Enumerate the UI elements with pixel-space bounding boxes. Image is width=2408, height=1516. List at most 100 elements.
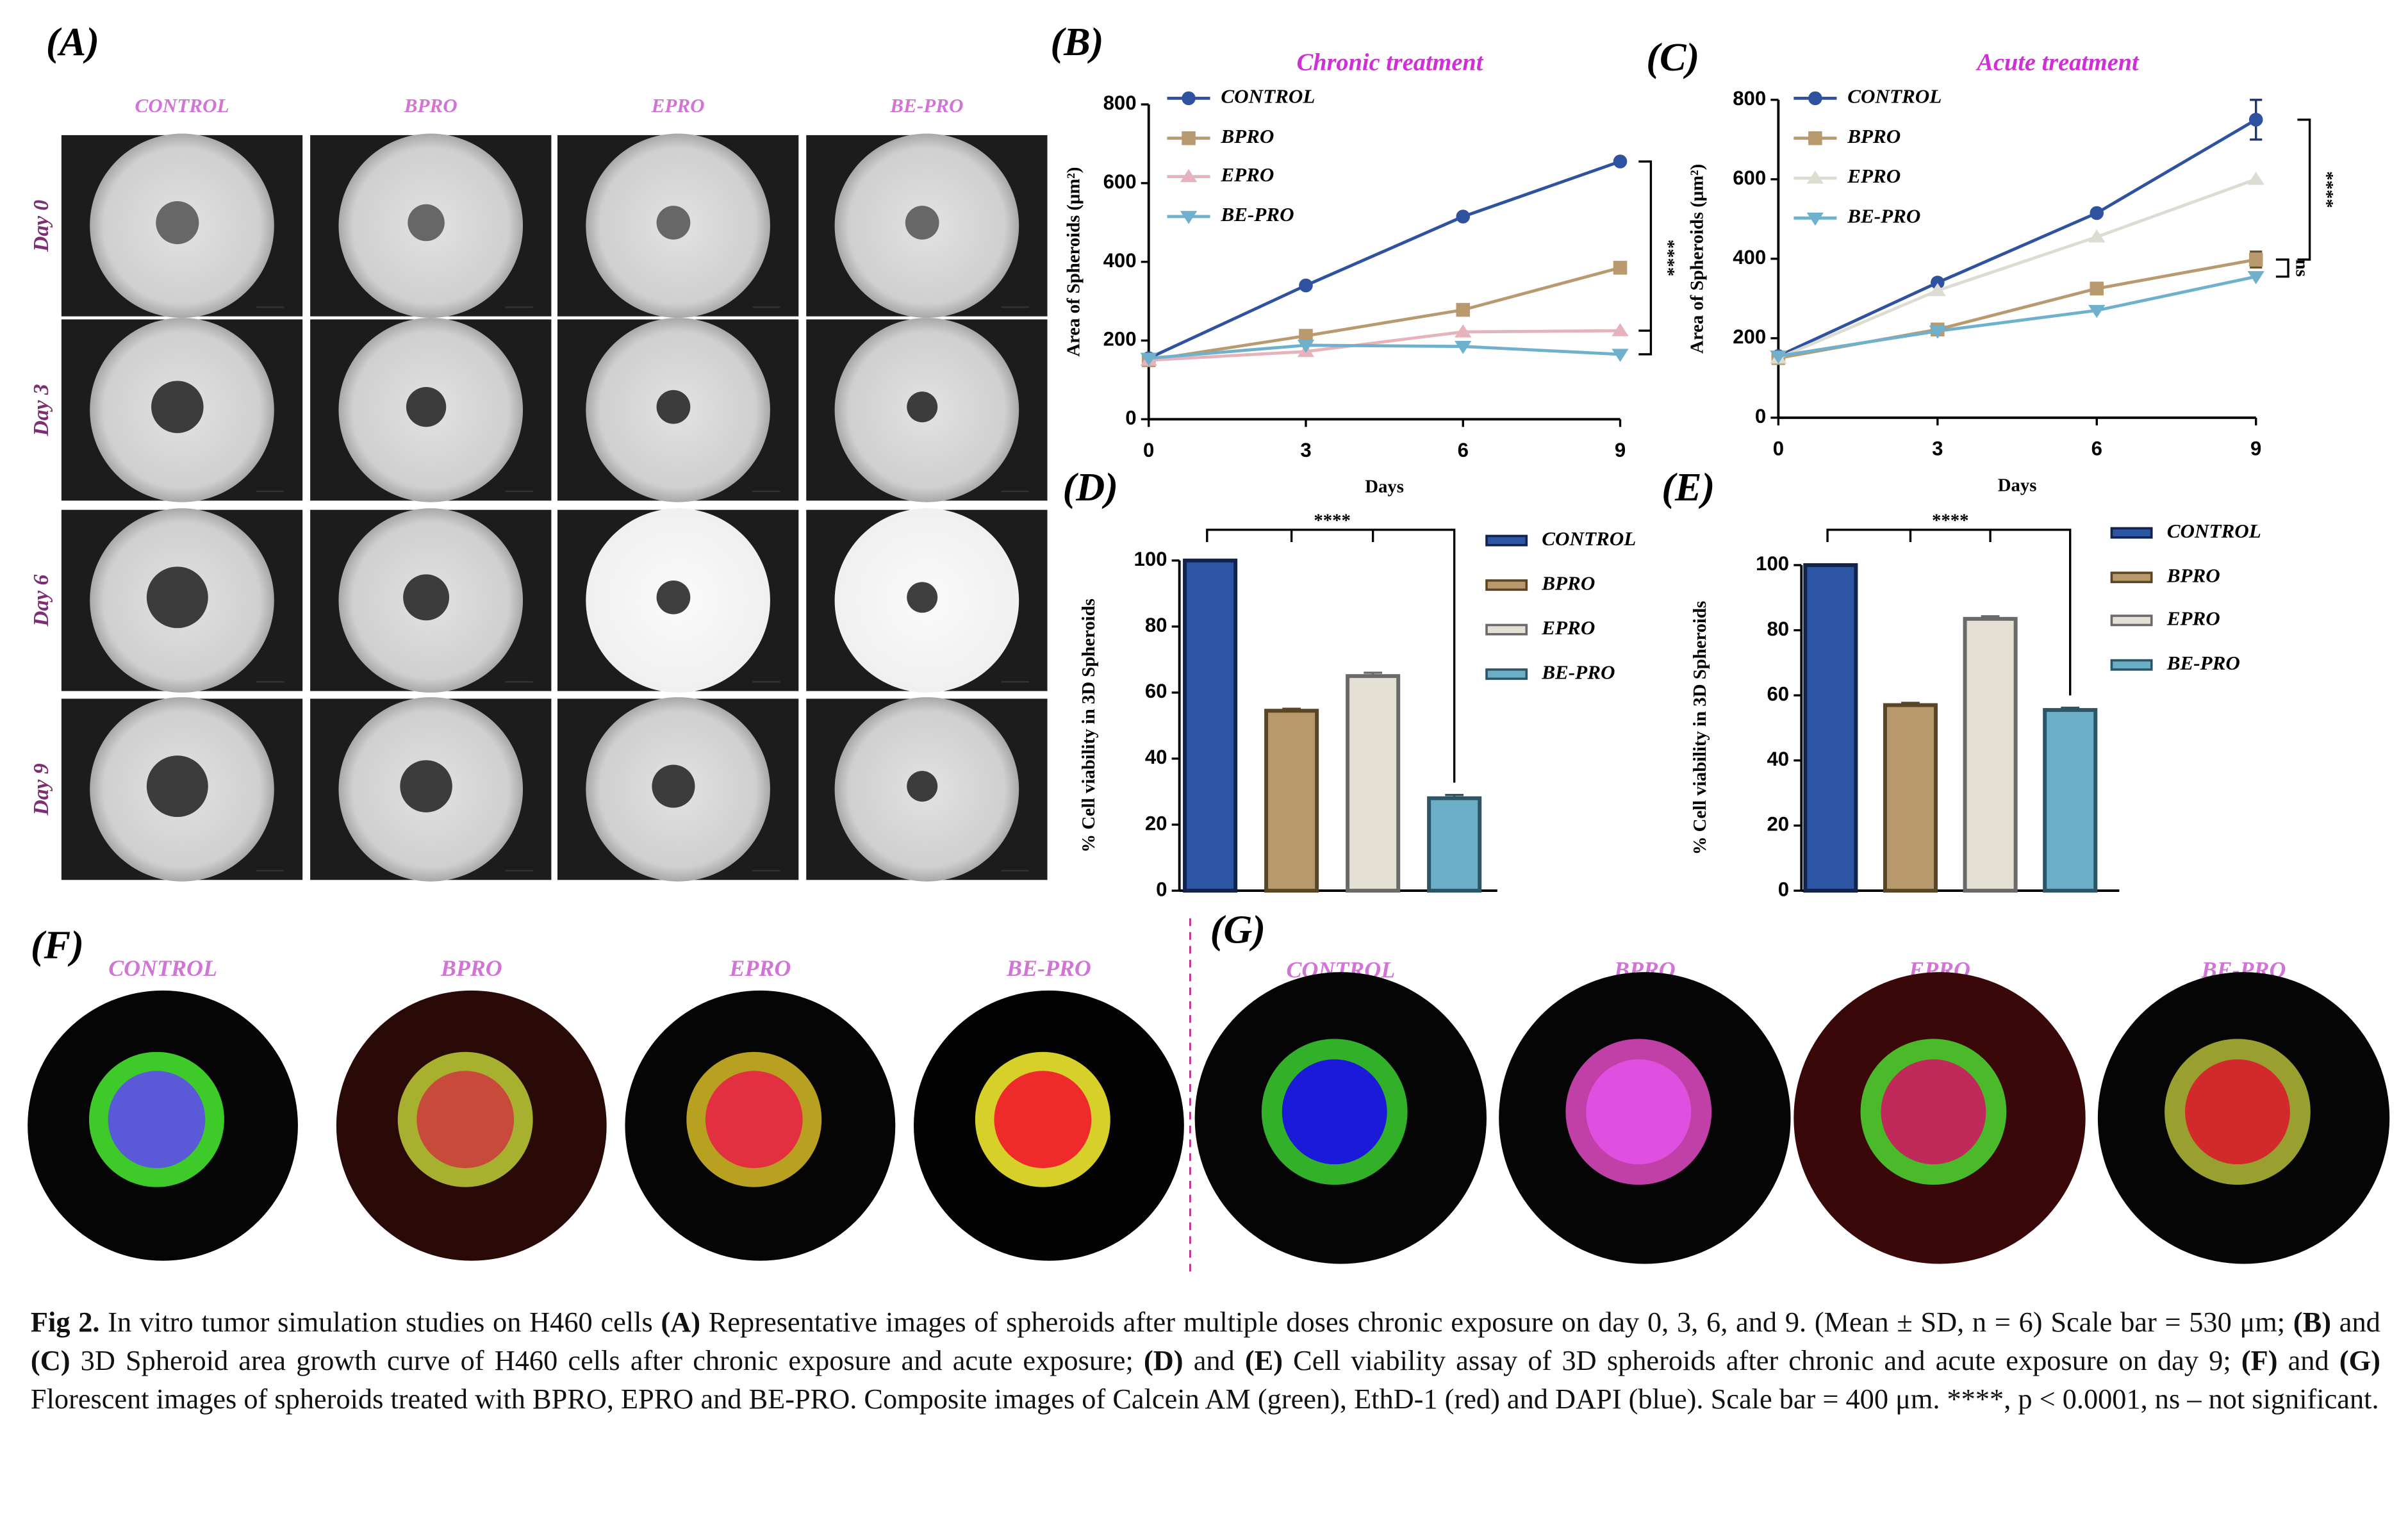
marker bbox=[1299, 329, 1313, 343]
bar bbox=[1883, 703, 1938, 893]
marker bbox=[2088, 229, 2106, 243]
legend-label: BE-PRO bbox=[1541, 661, 1615, 683]
spheroid bbox=[151, 381, 204, 433]
legend-label: CONTROL bbox=[1221, 85, 1315, 108]
legend-label: BPRO bbox=[1541, 572, 1595, 594]
legend-label: EPRO bbox=[2166, 607, 2220, 629]
y-tick-label: 100 bbox=[1134, 548, 1167, 570]
y-tick-label: 400 bbox=[1103, 249, 1137, 272]
marker bbox=[2248, 252, 2263, 267]
legend-label: BPRO bbox=[1220, 125, 1274, 147]
spheroid bbox=[146, 755, 208, 818]
spheroid bbox=[403, 574, 450, 621]
y-tick-label: 0 bbox=[1755, 405, 1766, 427]
caption-text: (B) bbox=[2293, 1308, 2332, 1339]
panel-label: (C) bbox=[1646, 35, 1699, 79]
legend-swatch bbox=[1485, 668, 1528, 680]
y-tick-label: 600 bbox=[1103, 170, 1137, 193]
spheroid bbox=[907, 582, 938, 613]
x-tick-label: 6 bbox=[1458, 439, 1469, 461]
y-tick-label: 20 bbox=[1767, 813, 1789, 836]
caption-text: (C) bbox=[30, 1346, 70, 1378]
y-tick-label: 80 bbox=[1767, 618, 1789, 640]
spheroid bbox=[408, 204, 445, 242]
x-axis-label: Days bbox=[1998, 475, 2037, 495]
caption-text: (D) bbox=[1143, 1346, 1183, 1378]
y-tick-label: 200 bbox=[1733, 325, 1766, 348]
bar bbox=[2043, 708, 2098, 893]
series-line bbox=[1777, 177, 2257, 360]
spheroid bbox=[406, 386, 447, 427]
bar bbox=[1803, 563, 1858, 893]
legend-label: EPRO bbox=[1541, 616, 1595, 639]
caption-text: (F) bbox=[2241, 1346, 2278, 1378]
significance-bracket bbox=[1206, 529, 1456, 783]
column-label: CONTROL bbox=[108, 955, 217, 981]
bar bbox=[1264, 709, 1319, 893]
legend-swatch bbox=[2110, 659, 2153, 671]
column-label: EPRO bbox=[651, 94, 705, 117]
significance-bracket bbox=[1638, 160, 1653, 356]
error-bar bbox=[1981, 615, 2000, 619]
error-bar bbox=[1364, 671, 1383, 677]
legend-swatch bbox=[2110, 572, 2153, 584]
x-tick-label: 6 bbox=[2091, 437, 2102, 459]
marker bbox=[1297, 340, 1315, 353]
bar bbox=[1346, 674, 1401, 893]
annotation: **** bbox=[2316, 171, 2337, 208]
caption-text: 3D Spheroid area growth curve of H460 ce… bbox=[70, 1346, 1144, 1378]
y-tick-label: 0 bbox=[1156, 878, 1167, 900]
panel-label: (E) bbox=[1662, 465, 1715, 509]
legend-marker bbox=[1806, 170, 1824, 184]
spheroid-core bbox=[1586, 1059, 1692, 1165]
y-tick-label: 40 bbox=[1767, 748, 1789, 770]
spheroid-core bbox=[108, 1071, 206, 1169]
marker bbox=[1929, 325, 1946, 339]
panel-label: (A) bbox=[46, 20, 99, 64]
significance-bracket bbox=[1826, 529, 2072, 696]
y-tick-label: 0 bbox=[1778, 878, 1789, 900]
caption-text: and bbox=[2277, 1346, 2339, 1378]
series-line bbox=[1777, 118, 2257, 358]
series-line bbox=[1777, 275, 2257, 358]
annotation: **** bbox=[1932, 510, 1969, 531]
legend-label: CONTROL bbox=[1542, 527, 1636, 550]
annotation: ns bbox=[2292, 260, 2313, 277]
series-line bbox=[1148, 266, 1621, 362]
caption-text: In vitro tumor simulation studies on H46… bbox=[99, 1308, 661, 1339]
spheroid bbox=[905, 206, 939, 240]
legend-marker bbox=[1808, 91, 1822, 106]
y-tick-label: 100 bbox=[1756, 552, 1789, 575]
x-tick-label: 3 bbox=[1300, 439, 1311, 461]
y-axis-label: Area of Spheroids (μm²) bbox=[1063, 167, 1084, 357]
marker bbox=[2248, 113, 2263, 127]
figure-graphics: (A) (F) (G) CONTROL BPRO EPRO BE-PRO Day 0 Da… bbox=[28, 20, 2390, 1278]
legend-label: EPRO bbox=[1220, 163, 1274, 186]
legend-marker bbox=[1180, 169, 1198, 183]
marker bbox=[1455, 341, 1472, 354]
marker bbox=[1931, 276, 1945, 290]
marker bbox=[1455, 324, 1472, 338]
y-tick-label: 0 bbox=[1125, 407, 1136, 429]
spheroid-core bbox=[1881, 1059, 1986, 1165]
legend-swatch bbox=[1485, 534, 1528, 547]
legend-marker bbox=[1806, 212, 1824, 226]
legend-label: BE-PRO bbox=[1847, 204, 1920, 227]
y-axis-label: % Cell viability in 3D Spheroids bbox=[1078, 598, 1099, 852]
caption-text: Fig 2. bbox=[30, 1308, 100, 1339]
y-tick-label: 20 bbox=[1145, 812, 1167, 834]
row-label: Day 3 bbox=[29, 384, 53, 436]
legend-marker bbox=[1180, 211, 1198, 224]
marker bbox=[1140, 352, 1157, 366]
legend-swatch bbox=[2110, 527, 2153, 539]
annotation: **** bbox=[1658, 240, 1678, 277]
bar bbox=[1963, 616, 2018, 893]
spheroid bbox=[146, 566, 208, 629]
error-bar bbox=[1901, 702, 1920, 705]
marker bbox=[1456, 210, 1471, 224]
x-tick-label: 9 bbox=[2250, 437, 2261, 459]
spheroid bbox=[400, 760, 452, 812]
legend-label: CONTROL bbox=[1847, 85, 1942, 108]
caption-text: (A) bbox=[661, 1308, 701, 1339]
